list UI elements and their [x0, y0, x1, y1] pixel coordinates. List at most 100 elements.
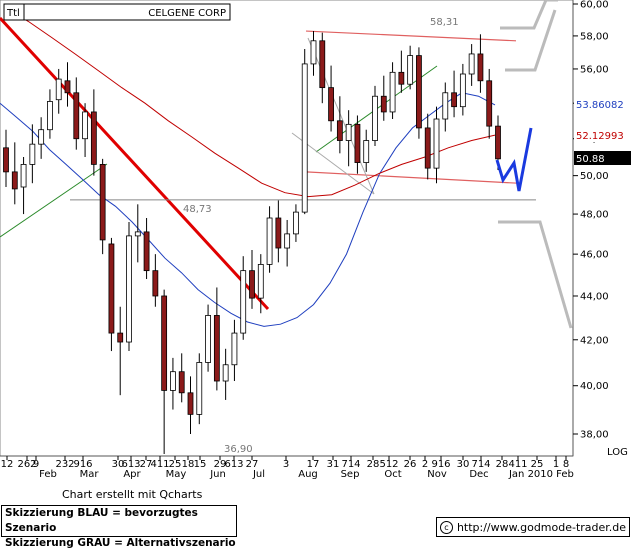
candle-body [90, 111, 97, 165]
x-month-label: Sep [341, 469, 360, 480]
candle-body [257, 264, 264, 299]
scenario-legend: Skizzierung BLAU = bevorzugtes Szenario … [1, 505, 237, 549]
annotation-low: 36,90 [224, 444, 253, 455]
x-month-label: Feb [556, 469, 574, 480]
x-month-label: May [166, 469, 187, 480]
x-tick-label: 25 [531, 459, 544, 470]
x-month-label: Dec [469, 469, 488, 480]
x-month-label: Jan 2010 [508, 469, 553, 480]
annotation-breakout: 48,73 [183, 204, 212, 215]
candle-body [293, 211, 299, 235]
copyright-icon: c [439, 520, 453, 534]
x-tick-label: 25 [169, 459, 182, 470]
plot-area [0, 0, 574, 457]
candle-body [64, 80, 71, 94]
ticker-box [3, 3, 231, 21]
y-tick-label: 58,00 [580, 31, 609, 42]
x-tick-label: 30 [112, 459, 125, 470]
x-tick-label: 18 [182, 459, 195, 470]
candle-body [20, 164, 27, 188]
x-month-label: Mar [80, 469, 100, 480]
candle-body [354, 123, 361, 163]
candle-body [82, 111, 88, 140]
candle-body [11, 171, 18, 190]
candle-body [55, 78, 62, 101]
chart-credit: Chart erstellt mit Qcharts [62, 488, 203, 501]
candle-body [442, 92, 449, 120]
candle-body [319, 40, 326, 89]
y-tick-label: 38,00 [580, 430, 609, 441]
candle-body [284, 233, 291, 249]
price-label: 52.12993 [576, 131, 624, 142]
x-tick-label: 1 [553, 459, 559, 470]
y-tick-label: 56,00 [580, 64, 609, 75]
candle-body [47, 101, 53, 131]
website-box[interactable]: c http://www.godmode-trader.de [436, 517, 630, 537]
x-tick-label: 9 [33, 459, 39, 470]
x-month-label: Jul [252, 469, 265, 480]
candle-body [389, 71, 396, 113]
y-tick-label: 50,00 [580, 171, 609, 182]
candle-body [486, 80, 493, 127]
candle-body [231, 332, 238, 366]
scenario-blue [495, 127, 533, 192]
candle-body [196, 362, 203, 415]
x-tick-label: 8 [563, 459, 569, 470]
x-tick-label: 262 [17, 459, 36, 470]
x-month-label: Oct [384, 469, 401, 480]
candle-body [398, 71, 405, 85]
uptrend-line [0, 163, 108, 238]
scenario-grey [498, 220, 573, 329]
x-tick-label: 232 [55, 459, 74, 470]
candle-body [345, 123, 352, 141]
y-tick-label: 44,00 [580, 291, 609, 302]
candle-body [213, 315, 220, 382]
price-label-box [574, 97, 631, 111]
x-month-label: Jun [209, 469, 226, 480]
x-tick-label: 31 [327, 459, 340, 470]
price-label-box [574, 151, 631, 165]
candle-body [152, 270, 159, 297]
candle-body [266, 217, 273, 265]
legend-blue: Skizzierung BLAU = bevorzugtes Szenario [5, 507, 198, 534]
price-label: 53.86082 [576, 100, 624, 111]
x-tick-label: 411 [508, 459, 527, 470]
x-month-label: Apr [123, 469, 141, 480]
x-tick-label: 17 [307, 459, 320, 470]
price-label: 50.88 [576, 154, 605, 165]
y-tick-label: 60,00 [580, 0, 609, 11]
candle-body [73, 92, 80, 140]
scenario-grey [505, 0, 558, 72]
candle-body [380, 95, 387, 113]
candle-body [477, 53, 484, 82]
candle-body [222, 364, 229, 382]
candle-body [29, 143, 36, 165]
website-link[interactable]: http://www.godmode-trader.de [456, 520, 627, 534]
x-tick-label: 15 [194, 459, 207, 470]
candle-body [134, 231, 141, 237]
x-tick-label: 411 [150, 459, 169, 470]
candle-body [108, 243, 115, 334]
candle-body [433, 118, 440, 169]
x-month-label: Feb [39, 469, 57, 480]
x-tick-label: 916 [73, 459, 92, 470]
candle-body [416, 55, 422, 129]
x-tick-label: 613 [224, 459, 243, 470]
x-tick-label: 27 [246, 459, 259, 470]
y-tick-label: 46,00 [580, 250, 609, 261]
candle-body [143, 231, 150, 272]
candle-body [363, 140, 370, 163]
candle-body [372, 95, 378, 141]
candle-body [275, 217, 282, 249]
ticker-label: Ttl [6, 8, 20, 19]
x-tick-label: 916 [431, 459, 450, 470]
candle-body [3, 147, 9, 173]
y-tick-label: 40,00 [580, 381, 609, 392]
candle-body [240, 270, 247, 334]
x-tick-label: 29 [214, 459, 227, 470]
fan-line [307, 37, 375, 195]
candle-body [310, 40, 317, 65]
candle-body [459, 73, 466, 108]
candle-body [468, 53, 475, 75]
x-tick-label: 28 [496, 459, 509, 470]
